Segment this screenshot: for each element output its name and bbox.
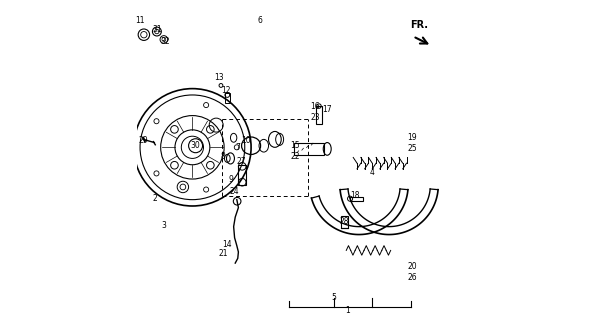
Bar: [225, 93, 230, 103]
Text: 8: 8: [220, 152, 225, 161]
Text: 30: 30: [191, 141, 200, 150]
Text: FR.: FR.: [410, 20, 428, 30]
Text: 2: 2: [153, 194, 158, 203]
Text: 5: 5: [332, 293, 337, 302]
Text: 16: 16: [310, 101, 320, 111]
Text: 32: 32: [160, 36, 170, 45]
Text: 17: 17: [323, 105, 332, 114]
Text: 21: 21: [219, 249, 228, 258]
Text: 4: 4: [369, 168, 374, 177]
Bar: [238, 165, 246, 185]
Text: 18: 18: [350, 191, 360, 200]
Text: 31: 31: [152, 25, 163, 35]
Text: 3: 3: [161, 220, 166, 229]
Text: 28: 28: [340, 217, 349, 226]
Text: 11: 11: [135, 16, 145, 25]
Text: 9: 9: [229, 174, 234, 184]
Text: 20: 20: [407, 262, 417, 271]
Bar: [316, 106, 322, 124]
Text: 15: 15: [290, 141, 300, 150]
Text: 22: 22: [290, 152, 300, 161]
Text: 27: 27: [236, 157, 246, 166]
Bar: [294, 143, 324, 155]
Text: 26: 26: [407, 273, 417, 282]
Text: 25: 25: [407, 144, 417, 153]
Text: 13: 13: [214, 73, 223, 82]
Bar: [350, 197, 363, 201]
Text: 19: 19: [407, 133, 417, 142]
Bar: [341, 216, 348, 228]
Text: 23: 23: [310, 113, 320, 122]
Text: 6: 6: [258, 16, 262, 25]
Text: 14: 14: [222, 240, 232, 249]
Text: 10: 10: [242, 136, 251, 146]
Text: 7: 7: [235, 143, 240, 152]
Text: 29: 29: [138, 136, 148, 146]
Text: 1: 1: [346, 306, 350, 315]
Text: 24: 24: [230, 187, 239, 196]
Text: 12: 12: [221, 86, 230, 95]
